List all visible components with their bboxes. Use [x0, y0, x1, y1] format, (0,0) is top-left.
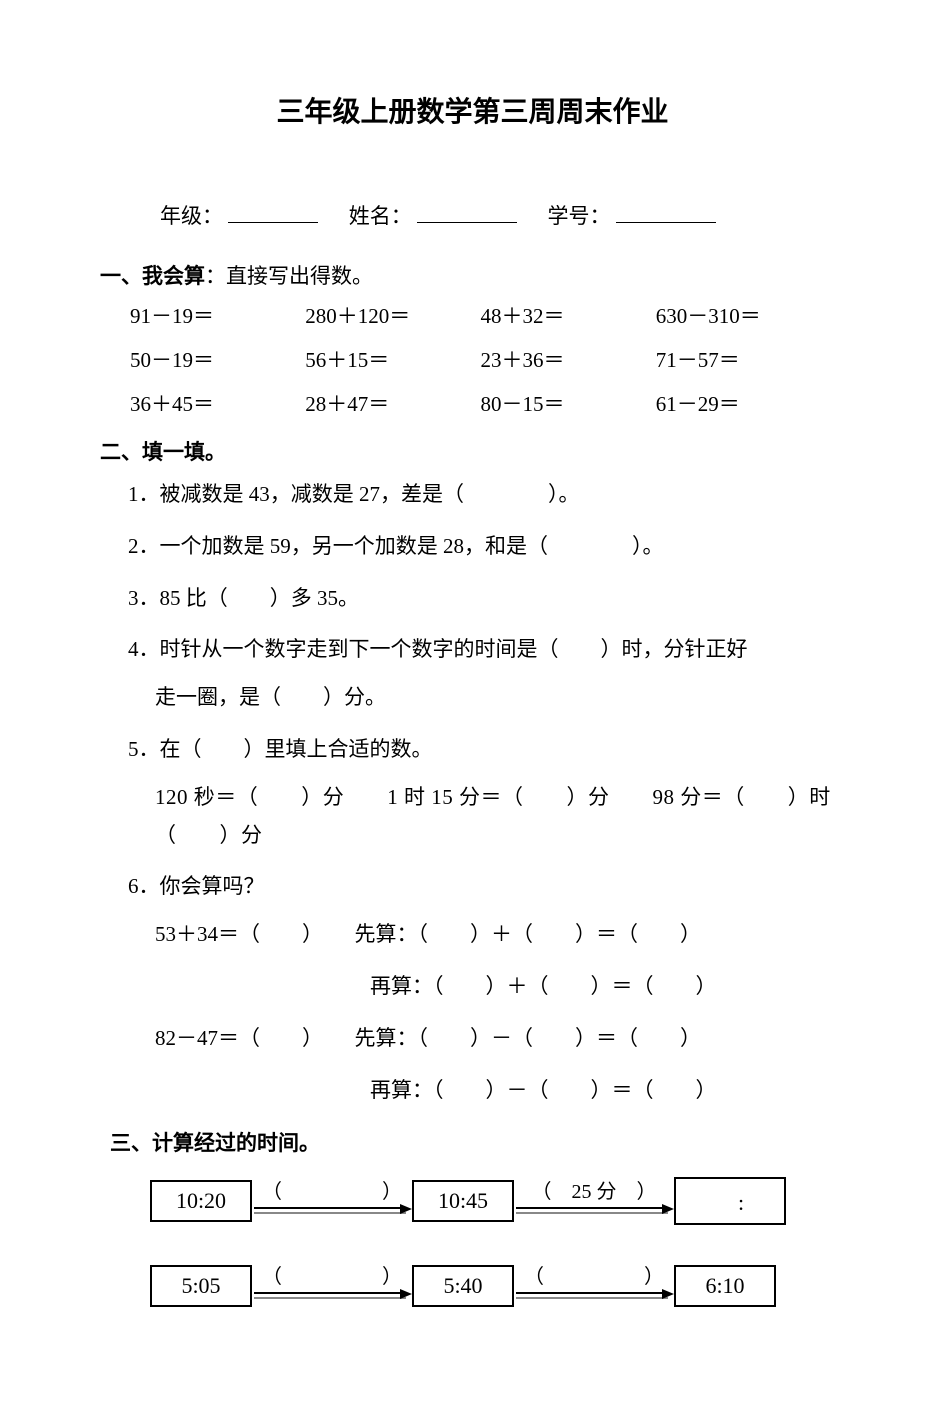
q2-2: 2．一个加数是 59，另一个加数是 28，和是（ ）。 — [128, 528, 845, 566]
calc-cell: 56＋15＝ — [305, 344, 475, 374]
section1-heading-bold: 一、我会算 — [100, 264, 205, 288]
name-blank[interactable] — [417, 203, 517, 223]
calc-cell: 23＋36＝ — [481, 344, 651, 374]
page-title: 三年级上册数学第三周周末作业 — [100, 90, 845, 130]
q2-5b: 120 秒＝（ ）分 1 时 15 分＝（ ）分 98 分＝（ ）时（ ）分 — [155, 779, 845, 855]
q2-4b: 走一圈，是（ ）分。 — [155, 679, 845, 717]
arrow-segment: （ ） — [514, 1266, 674, 1306]
arrow-icon — [514, 1199, 674, 1213]
arrow-icon — [514, 1284, 674, 1298]
time-box: 5:05 — [150, 1265, 252, 1307]
q2-3: 3．85 比（ ）多 35。 — [128, 580, 845, 618]
calc-cell: 28＋47＝ — [305, 388, 475, 418]
calc-row: 36＋45＝ 28＋47＝ 80－15＝ 61－29＝ — [130, 388, 845, 418]
arrow-icon — [252, 1199, 412, 1213]
section3-heading: 三、计算经过的时间。 — [110, 1127, 845, 1157]
grade-label: 年级： — [160, 204, 223, 228]
calc-cell: 48＋32＝ — [481, 300, 651, 330]
calc-cell: 80－15＝ — [481, 388, 651, 418]
time-box-blank[interactable]: : — [674, 1177, 786, 1225]
section1-heading: 一、我会算：直接写出得数。 — [100, 260, 845, 290]
flow-row-2: 5:05 （ ） 5:40 （ ） — [150, 1265, 845, 1307]
arrow-segment: （ 25 分 ） — [514, 1181, 674, 1221]
calc-grid: 91－19＝ 280＋120＝ 48＋32＝ 630－310＝ 50－19＝ 5… — [130, 300, 845, 418]
time-box: 10:45 — [412, 1180, 514, 1222]
q2-6-l4: 再算：（ ）－（ ）＝（ ） — [370, 1072, 845, 1110]
grade-blank[interactable] — [228, 203, 318, 223]
calc-row: 50－19＝ 56＋15＝ 23＋36＝ 71－57＝ — [130, 344, 845, 374]
time-box: 10:20 — [150, 1180, 252, 1222]
time-flow: 10:20 （ ） 10:45 （ 25 分 ） — [150, 1177, 845, 1307]
q2-6-l3: 82－47＝（ ） 先算：（ ）－（ ）＝（ ） — [155, 1020, 845, 1058]
q2-6a: 6．你会算吗？ — [128, 868, 845, 906]
calc-cell: 50－19＝ — [130, 344, 300, 374]
id-blank[interactable] — [616, 203, 716, 223]
arrow-segment: （ ） — [252, 1266, 412, 1306]
calc-row: 91－19＝ 280＋120＝ 48＋32＝ 630－310＝ — [130, 300, 845, 330]
q2-5a: 5．在（ ）里填上合适的数。 — [128, 731, 845, 769]
q2-1: 1．被减数是 43，减数是 27，差是（ ）。 — [128, 476, 845, 514]
time-box: 6:10 — [674, 1265, 776, 1307]
section1-heading-rest: ：直接写出得数。 — [205, 264, 373, 288]
student-info-line: 年级： 姓名： 学号： — [160, 200, 845, 230]
calc-cell: 630－310＝ — [656, 300, 826, 330]
arrow-icon — [252, 1284, 412, 1298]
calc-cell: 280＋120＝ — [305, 300, 475, 330]
calc-cell: 36＋45＝ — [130, 388, 300, 418]
q2-6-l1: 53＋34＝（ ） 先算：（ ）＋（ ）＝（ ） — [155, 916, 845, 954]
flow-row-1: 10:20 （ ） 10:45 （ 25 分 ） — [150, 1177, 845, 1225]
section2-heading: 二、填一填。 — [100, 436, 845, 466]
arrow-segment: （ ） — [252, 1181, 412, 1221]
q2-4a: 4．时针从一个数字走到下一个数字的时间是（ ）时，分针正好 — [128, 631, 845, 669]
calc-cell: 91－19＝ — [130, 300, 300, 330]
worksheet-page: 三年级上册数学第三周周末作业 年级： 姓名： 学号： 一、我会算：直接写出得数。… — [0, 0, 945, 1407]
calc-cell: 61－29＝ — [656, 388, 826, 418]
q2-6-l2: 再算：（ ）＋（ ）＝（ ） — [370, 968, 845, 1006]
calc-cell: 71－57＝ — [656, 344, 826, 374]
id-label: 学号： — [548, 204, 611, 228]
time-box: 5:40 — [412, 1265, 514, 1307]
name-label: 姓名： — [349, 204, 412, 228]
